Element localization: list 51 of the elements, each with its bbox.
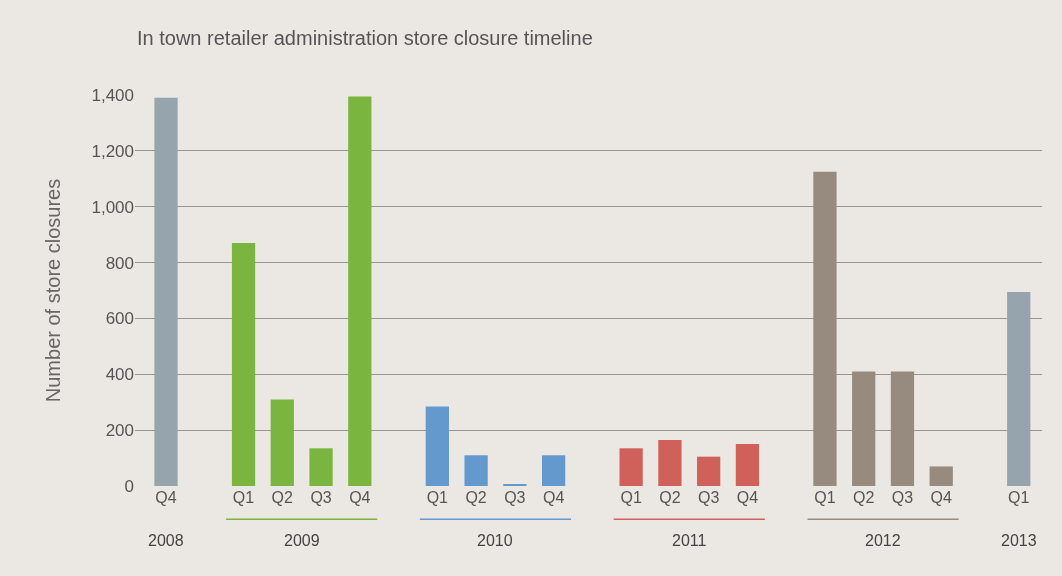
- bar: [735, 444, 760, 486]
- x-tick-label: Q2: [659, 489, 681, 506]
- y-tick-label: 600: [105, 309, 134, 329]
- x-tick-label: Q1: [814, 489, 836, 506]
- x-tick-label: Q1: [426, 489, 449, 506]
- y-tick-label: 800: [105, 253, 134, 273]
- y-tick-label: 0: [124, 476, 134, 496]
- bar: [813, 171, 837, 486]
- bar: [929, 466, 953, 486]
- x-tick-label: Q1: [232, 489, 255, 506]
- bar: [425, 406, 449, 486]
- x-tick-label: Q1: [1008, 489, 1030, 506]
- x-tick-label: Q3: [697, 489, 720, 506]
- y-tick-label: 200: [105, 421, 134, 441]
- chart-title: In town retailer administration store closure timeline: [137, 27, 593, 49]
- x-tick-label: Q4: [736, 489, 759, 506]
- bar: [852, 371, 876, 486]
- x-tick-label: Q3: [891, 489, 914, 506]
- x-tick-label: Q2: [465, 489, 487, 506]
- bar: [231, 243, 256, 486]
- y-tick-label: 1,200: [91, 141, 134, 161]
- bar: [697, 456, 721, 486]
- y-axis-title: Number of store closures: [41, 178, 64, 403]
- bar: [309, 448, 333, 486]
- text: 2012: [865, 532, 901, 549]
- x-tick-label: Q4: [349, 489, 371, 506]
- text: 2013: [1001, 532, 1037, 549]
- bar: [348, 96, 372, 486]
- bar: [541, 455, 566, 486]
- x-tick-label: Q2: [271, 489, 294, 506]
- x-tick-label: Q4: [542, 489, 565, 506]
- x-tick-label: Q3: [310, 489, 332, 506]
- y-tick-label: 400: [105, 365, 134, 385]
- x-tick-label: Q4: [930, 489, 952, 506]
- bar: [270, 399, 294, 486]
- text: 2008: [148, 532, 184, 549]
- y-tick-label: 1,400: [91, 85, 134, 105]
- bar: [619, 448, 643, 486]
- text: 2011: [672, 532, 707, 549]
- text: 2010: [477, 532, 513, 549]
- x-tick-label: Q2: [853, 489, 875, 506]
- bar: [890, 371, 915, 486]
- y-tick-label: 1,000: [91, 197, 134, 217]
- x-tick-label: Q1: [620, 489, 642, 506]
- x-tick-label: Q4: [155, 489, 177, 506]
- text: 2009: [284, 532, 320, 549]
- x-tick-label: Q3: [504, 489, 526, 506]
- bar: [658, 439, 682, 486]
- bar: [1007, 291, 1031, 486]
- bar: [154, 97, 178, 486]
- bar: [464, 455, 488, 486]
